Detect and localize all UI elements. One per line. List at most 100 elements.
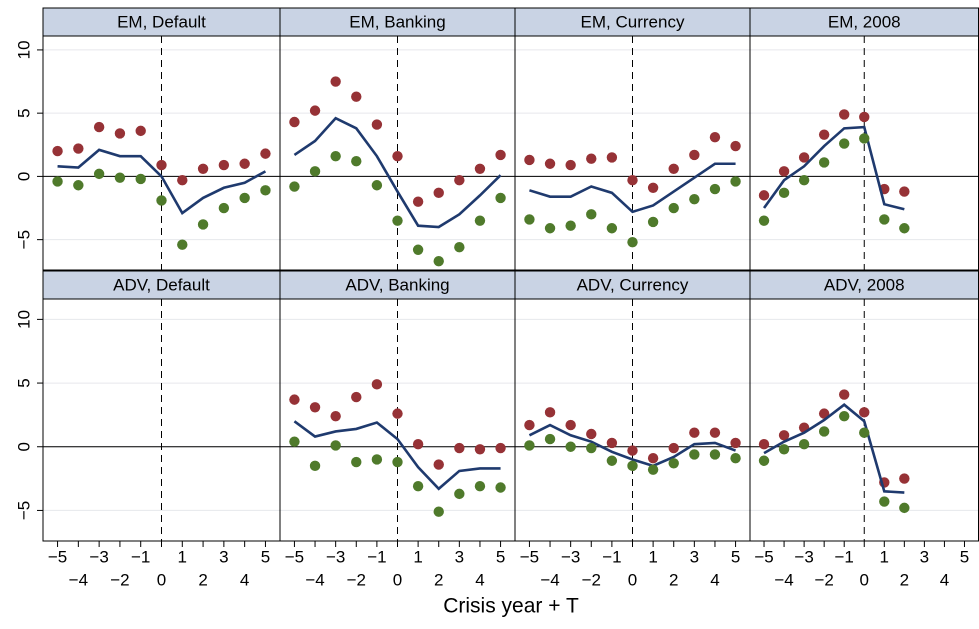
series-line: [293, 420, 501, 491]
x-tick-label: 2: [669, 570, 678, 589]
panel-title: EM, Default: [117, 12, 206, 31]
data-point: [218, 159, 230, 171]
data-point: [798, 439, 810, 450]
y-tick-label: 5: [14, 108, 33, 117]
data-point: [627, 460, 638, 472]
x-tick-label: 2: [434, 570, 443, 589]
data-point: [392, 150, 403, 162]
data-point: [839, 109, 850, 120]
x-tick-label: 4: [940, 570, 949, 589]
data-point: [879, 214, 890, 225]
data-point: [260, 185, 271, 196]
data-point: [371, 379, 383, 390]
data-point: [454, 242, 465, 253]
data-point: [433, 506, 444, 517]
series-line: [529, 162, 736, 214]
data-point: [474, 481, 486, 492]
x-tick-label: 3: [920, 547, 929, 566]
data-point: [351, 456, 362, 468]
data-point: [606, 437, 618, 449]
x-tick-label: −3: [794, 547, 813, 566]
x-tick-label: 5: [261, 547, 270, 566]
data-point: [859, 427, 870, 438]
panel-header: [279, 270, 516, 300]
data-point: [454, 442, 465, 454]
data-point: [798, 152, 810, 163]
data-point: [758, 455, 770, 466]
data-point: [433, 187, 444, 199]
data-point: [474, 444, 486, 455]
data-point: [454, 174, 465, 186]
x-tick-label: 5: [496, 547, 505, 566]
data-point: [371, 180, 383, 191]
data-point: [899, 502, 910, 514]
data-point: [606, 455, 618, 466]
data-point: [668, 163, 679, 175]
data-point: [730, 176, 741, 187]
data-point: [351, 156, 362, 167]
data-point: [778, 187, 790, 199]
x-tick-label: −2: [814, 570, 833, 589]
data-point: [52, 176, 63, 187]
data-point: [177, 239, 188, 250]
data-point: [177, 174, 188, 186]
x-tick-label: −1: [835, 547, 854, 566]
data-point: [433, 459, 444, 470]
panel-header: [42, 7, 281, 37]
x-tick-label: 1: [178, 547, 187, 566]
x-tick-label: 0: [393, 570, 402, 589]
data-point: [197, 163, 209, 175]
x-tick-label: −1: [602, 547, 621, 566]
x-tick-label: −3: [561, 547, 580, 566]
panel-title: ADV, Banking: [345, 275, 449, 294]
x-tick-label: −4: [69, 570, 88, 589]
y-tick-label: 0: [14, 172, 33, 181]
data-point: [778, 430, 790, 441]
data-point: [309, 402, 321, 413]
data-point: [524, 419, 535, 431]
x-tick-label: −5: [754, 547, 773, 566]
x-tick-label: −4: [305, 570, 324, 589]
y-tick-label: −5: [14, 501, 33, 520]
data-point: [586, 209, 597, 220]
data-point: [524, 440, 535, 451]
data-point: [627, 445, 638, 456]
data-point: [839, 410, 850, 422]
data-point: [647, 216, 659, 228]
data-point: [239, 192, 250, 204]
data-point: [412, 439, 424, 450]
data-point: [495, 442, 506, 454]
data-point: [586, 153, 597, 164]
data-point: [689, 149, 700, 161]
data-point: [524, 154, 535, 166]
x-tick-label: −2: [110, 570, 129, 589]
data-point: [798, 174, 810, 186]
data-point: [668, 442, 679, 454]
data-point: [668, 202, 679, 214]
data-point: [859, 133, 870, 144]
data-point: [606, 152, 618, 163]
data-point: [544, 407, 556, 418]
panel-header: [279, 7, 516, 37]
data-point: [289, 394, 300, 405]
data-point: [524, 214, 535, 225]
data-point: [218, 202, 230, 214]
data-point: [709, 449, 721, 460]
x-tick-label: 0: [628, 570, 637, 589]
data-point: [392, 408, 403, 419]
data-point: [709, 131, 721, 143]
series-line: [763, 403, 905, 494]
data-point: [197, 219, 209, 230]
series-line: [528, 423, 737, 468]
data-point: [899, 186, 910, 197]
data-point: [495, 482, 506, 493]
data-point: [818, 426, 830, 437]
panel-header: [514, 7, 751, 37]
data-point: [351, 91, 362, 102]
x-tick-label: 1: [648, 547, 657, 566]
data-point: [495, 149, 506, 161]
data-point: [544, 433, 556, 445]
panel-title: EM, Currency: [581, 12, 685, 31]
x-tick-label: 3: [455, 547, 464, 566]
